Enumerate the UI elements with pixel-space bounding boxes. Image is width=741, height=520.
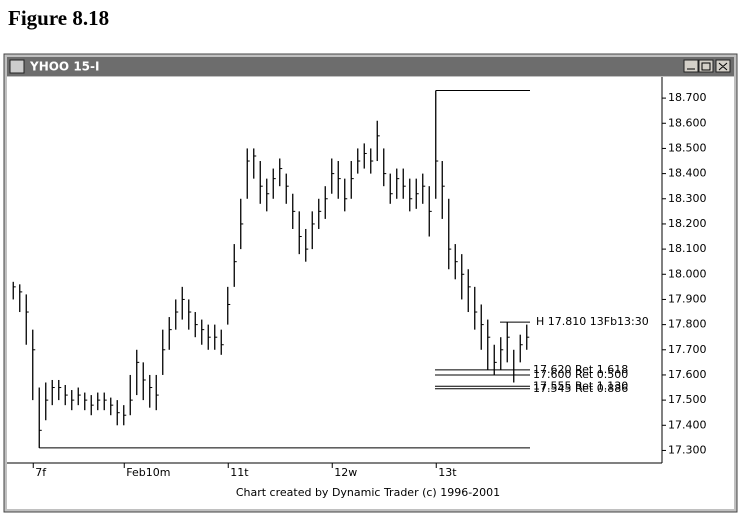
y-tick-label: 18.100 [668, 242, 707, 255]
y-tick-label: 17.600 [668, 368, 707, 381]
title-bar [7, 57, 734, 76]
y-tick-label: 18.200 [668, 217, 707, 230]
window-buttons[interactable] [683, 59, 731, 73]
x-tick-label: 12w [334, 466, 357, 479]
y-tick-label: 17.700 [668, 343, 707, 356]
minimize-button[interactable] [683, 59, 699, 73]
y-tick-label: 18.300 [668, 192, 707, 205]
y-tick-label: 17.900 [668, 292, 707, 305]
x-tick-label: 7f [35, 466, 47, 479]
y-tick-label: 18.400 [668, 167, 707, 180]
y-tick-label: 18.700 [668, 91, 707, 104]
ret-label: 17.620 Ret 1.618 [533, 363, 628, 376]
figure-title: Figure 8.18 [8, 6, 109, 30]
ret-label: 17.555 Ret 1.130 [533, 379, 628, 392]
ret-label: 17.600 Ret 0.500 [533, 368, 628, 381]
x-tick-label: 11t [230, 466, 249, 479]
footer: Chart created by Dynamic Trader (c) 1996… [236, 486, 500, 499]
window-icon [9, 59, 25, 74]
high-marker-label: H 17.810 13Fb13:30 [536, 315, 649, 328]
y-tick-label: 18.600 [668, 116, 707, 129]
y-tick-label: 17.300 [668, 443, 707, 456]
y-tick-label: 18.000 [668, 267, 707, 280]
x-tick-label: 13t [438, 466, 457, 479]
y-tick-label: 17.400 [668, 418, 707, 431]
ret-label: 17.545 Ret 0.886 [533, 382, 628, 395]
y-tick-label: 17.800 [668, 318, 707, 331]
window-title: YHOO 15-I [29, 60, 99, 74]
y-tick-label: 18.500 [668, 141, 707, 154]
y-tick-label: 17.500 [668, 393, 707, 406]
button-glyphs [687, 62, 728, 71]
chart-area [7, 77, 734, 509]
x-tick-label: Feb10m [126, 466, 170, 479]
